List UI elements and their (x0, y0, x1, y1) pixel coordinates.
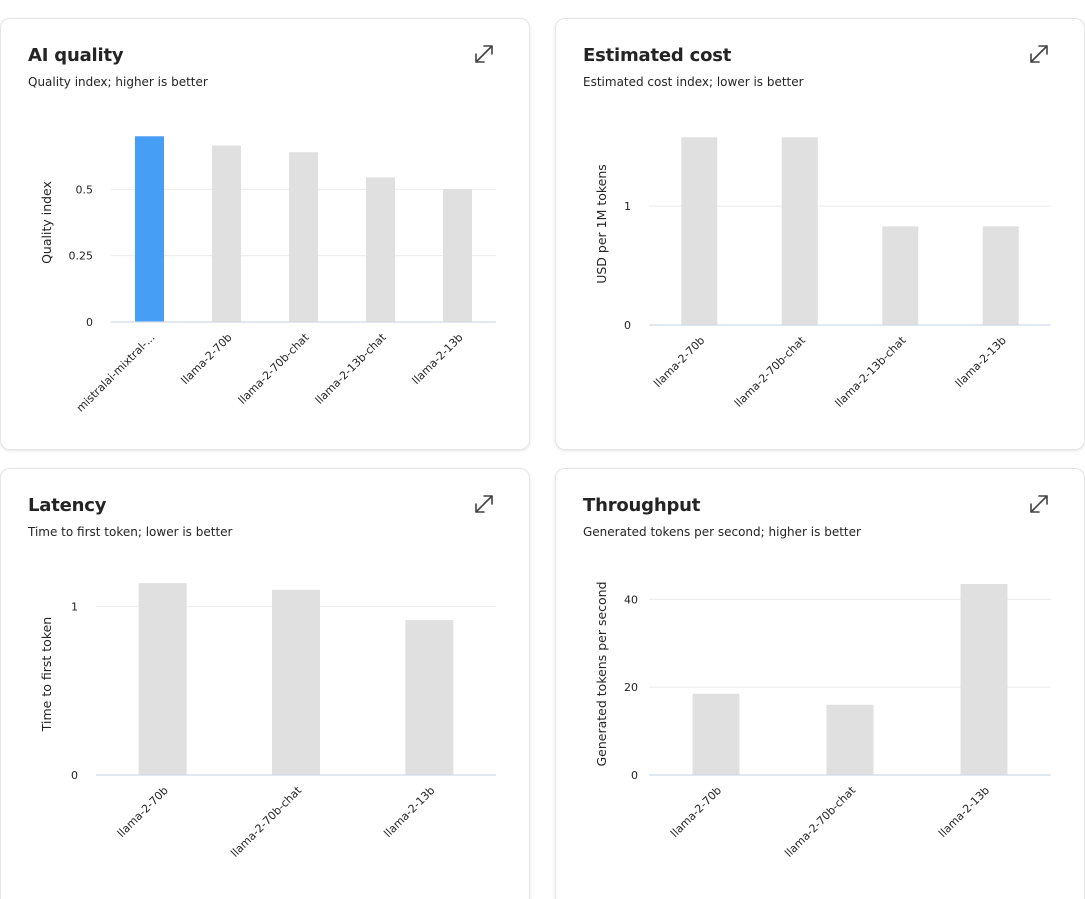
x-tick-label: llama-2-13b (381, 784, 437, 840)
estimated-cost-chart: 0 1 llama-2-70b llama-2-70b-chat llama-2-13b… (594, 137, 1051, 410)
throughput-chart: 0 20 40 llama-2-70b llama-2-70b-chat llama-2-… (594, 581, 1051, 860)
y-tick-label: 40 (624, 593, 638, 606)
x-tick-label: llama-2-70b-chat (732, 333, 808, 409)
expand-icon (475, 45, 493, 63)
x-tick-label: mistralai-mixtral-... (74, 331, 158, 415)
x-tick-label: llama-2-70b (668, 784, 724, 840)
bar (960, 583, 1008, 775)
bar (272, 589, 320, 775)
y-tick-label: 20 (624, 681, 638, 694)
card-subtitle: Generated tokens per second; higher is b… (583, 525, 861, 539)
bar (366, 177, 395, 322)
x-tick-label: llama-2-70b (179, 331, 235, 387)
throughput-card: Throughput Generated tokens per second; … (555, 468, 1085, 899)
x-tick-label: llama-2-70b (115, 784, 171, 840)
bar (443, 189, 472, 322)
bar (138, 583, 187, 775)
card-title: Latency (28, 495, 107, 516)
expand-button[interactable] (1028, 493, 1050, 515)
x-tick-label: llama-2-70b (651, 334, 707, 390)
x-tick-label: llama-2-13b-chat (833, 333, 909, 409)
y-tick-label: 1 (624, 200, 631, 213)
y-axis-title: Quality index (39, 181, 54, 264)
y-tick-label: 0 (71, 769, 78, 782)
card-subtitle: Time to first token; lower is better (28, 525, 233, 539)
y-axis-title: USD per 1M tokens (594, 164, 609, 284)
card-title: AI quality (28, 45, 124, 66)
card-subtitle: Quality index; higher is better (28, 75, 208, 89)
bar (882, 226, 919, 325)
y-tick-label: 0.25 (69, 250, 94, 263)
bar (692, 693, 740, 775)
latency-chart: 0 1 llama-2-70b llama-2-70b-chat llama-2-13b… (39, 583, 496, 860)
y-axis-title: Time to first token (39, 617, 54, 732)
bar (781, 137, 818, 325)
y-tick-label: 0 (86, 316, 93, 329)
expand-button[interactable] (1028, 43, 1050, 65)
ai-quality-chart: 0 0.25 0.5 mistralai-mixtral-... llama-2-70b… (39, 136, 496, 415)
y-tick-label: 0.5 (76, 183, 94, 196)
ai-quality-card: AI quality Quality index; higher is bett… (0, 18, 530, 450)
bar (681, 137, 718, 325)
bar (826, 704, 874, 775)
y-tick-label: 1 (71, 601, 78, 614)
card-subtitle: Estimated cost index; lower is better (583, 75, 804, 89)
card-title: Throughput (583, 495, 701, 516)
bar (135, 136, 164, 322)
expand-icon (1030, 495, 1048, 513)
bar (212, 145, 241, 322)
x-tick-label: llama-2-13b-chat (313, 330, 389, 406)
bar (289, 152, 318, 322)
expand-button[interactable] (473, 43, 495, 65)
expand-button[interactable] (473, 493, 495, 515)
x-tick-label: llama-2-70b-chat (236, 330, 312, 406)
latency-card: Latency Time to first token; lower is be… (0, 468, 530, 899)
x-tick-label: llama-2-70b-chat (782, 783, 858, 859)
x-tick-label: llama-2-13b (410, 331, 466, 387)
expand-icon (1030, 45, 1048, 63)
bar (405, 620, 454, 775)
x-tick-label: llama-2-13b (953, 334, 1009, 390)
x-tick-label: llama-2-70b-chat (228, 783, 304, 859)
estimated-cost-card: Estimated cost Estimated cost index; low… (555, 18, 1085, 450)
y-axis-title: Generated tokens per second (594, 581, 609, 766)
expand-icon (475, 495, 493, 513)
bar (982, 226, 1019, 325)
y-tick-label: 0 (624, 319, 631, 332)
y-tick-label: 0 (631, 769, 638, 782)
card-title: Estimated cost (583, 45, 732, 66)
x-tick-label: llama-2-13b (936, 784, 992, 840)
